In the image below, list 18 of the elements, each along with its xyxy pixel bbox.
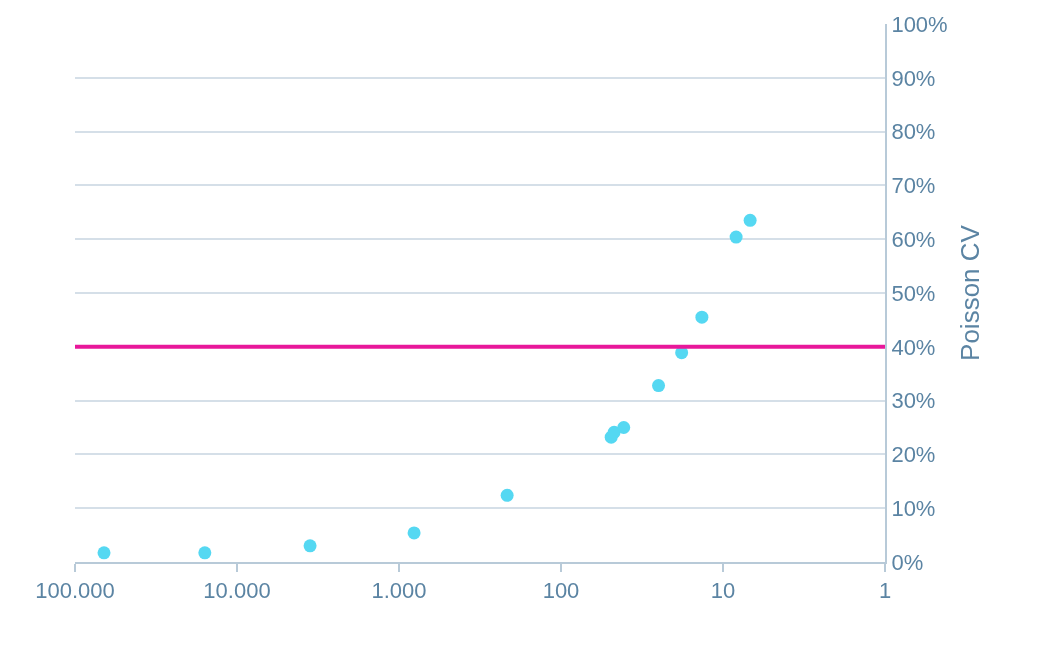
y-tick-label: 60% xyxy=(891,226,936,252)
y-tick-label: 90% xyxy=(891,65,936,91)
y-tick-label: 80% xyxy=(891,119,936,145)
y-tick-label: 50% xyxy=(891,280,936,306)
x-tick-label: 1.000 xyxy=(371,578,427,604)
y-tick-label: 30% xyxy=(891,388,936,414)
x-tick-label: 100 xyxy=(542,578,580,604)
y-tick-label: 0% xyxy=(891,549,924,575)
y-tick-label: 20% xyxy=(891,442,936,468)
y-axis-title: Poisson CV xyxy=(954,224,985,361)
y-tick-label: 10% xyxy=(891,495,936,521)
x-tick-label: 10 xyxy=(710,578,736,604)
y-tick-label: 100% xyxy=(891,11,948,37)
x-tick-label: 1 xyxy=(878,578,892,604)
x-tick-label: 10.000 xyxy=(203,578,271,604)
y-tick-label: 40% xyxy=(891,334,936,360)
y-tick-label: 70% xyxy=(891,173,936,199)
x-tick-label: 100.000 xyxy=(35,578,115,604)
